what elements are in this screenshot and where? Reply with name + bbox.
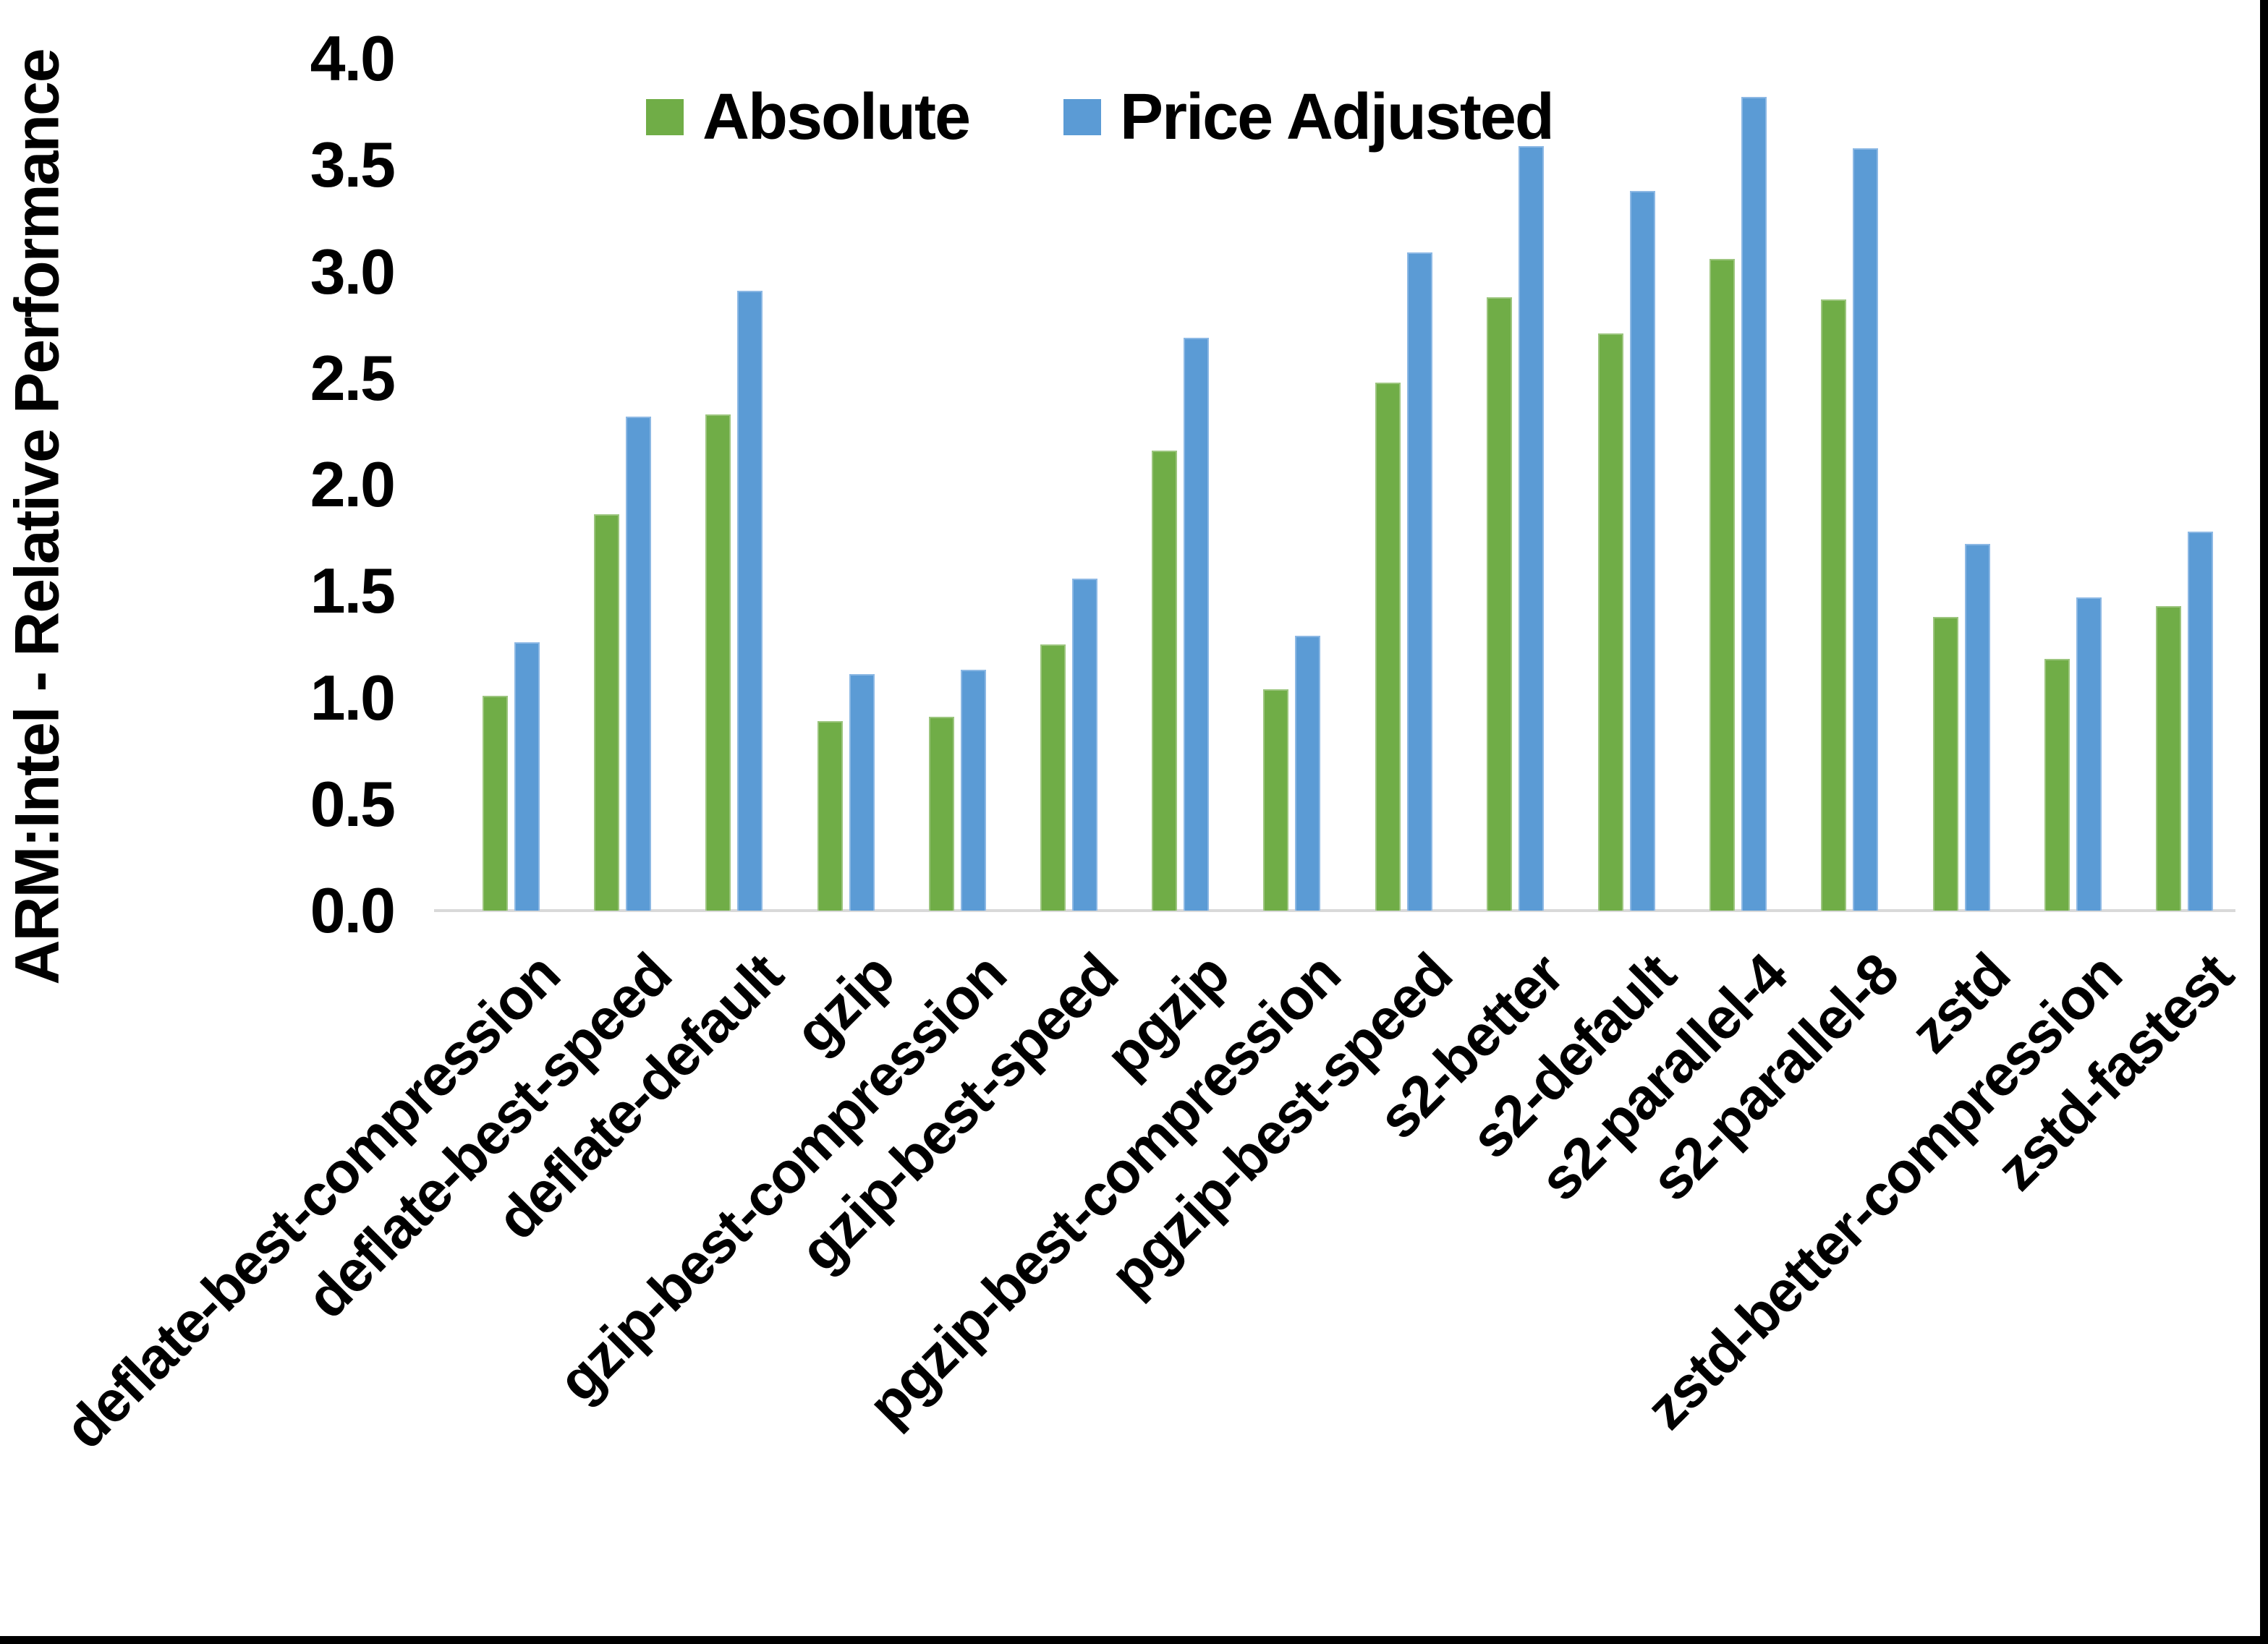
y-tick-label-2.5: 2.5 — [310, 341, 396, 414]
legend-label-price-adjusted: Price Adjusted — [1120, 81, 1555, 153]
bar-absolute-zstd-fastest — [2156, 605, 2181, 911]
legend-item-price-adjusted: Price Adjusted — [1063, 81, 1555, 153]
legend-swatch-price-adjusted — [1063, 99, 1102, 135]
y-tick-label-2.0: 2.0 — [310, 448, 396, 520]
x-axis-line — [434, 909, 2235, 912]
frame-border-bottom — [0, 1636, 2268, 1644]
bar-absolute-gzip-best-compression — [928, 717, 954, 911]
bar-price-adjusted-pgzip — [1184, 337, 1210, 911]
bar-price-adjusted-gzip — [849, 674, 875, 911]
y-tick-label-1.5: 1.5 — [310, 555, 396, 627]
bar-absolute-s2-better — [1486, 297, 1512, 911]
frame-border-right — [2260, 0, 2268, 1644]
bar-absolute-gzip-best-speed — [1040, 644, 1066, 911]
bar-price-adjusted-deflate-best-compression — [514, 642, 540, 911]
y-tick-label-3.5: 3.5 — [310, 129, 396, 201]
y-tick-label-1.0: 1.0 — [310, 661, 396, 733]
bar-price-adjusted-zstd — [1964, 544, 1990, 911]
y-tick-label-0.5: 0.5 — [310, 767, 396, 840]
legend-swatch-absolute — [646, 99, 684, 135]
bar-absolute-deflate-best-speed — [594, 514, 620, 911]
bar-price-adjusted-s2-better — [1518, 145, 1544, 911]
bar-price-adjusted-deflate-best-speed — [626, 416, 652, 911]
y-tick-label-0.0: 0.0 — [310, 874, 396, 946]
bar-absolute-zstd — [1932, 616, 1958, 911]
bar-absolute-s2-parallel-4 — [1710, 258, 1736, 911]
bar-price-adjusted-s2-default — [1630, 190, 1655, 911]
y-axis-title: ARM:Intel - Relative Performance — [2, 49, 72, 985]
bar-absolute-pgzip-best-speed — [1375, 382, 1401, 911]
bar-price-adjusted-zstd-fastest — [2188, 531, 2213, 911]
y-tick-label-3.0: 3.0 — [310, 235, 396, 307]
bar-absolute-pgzip — [1152, 450, 1178, 911]
bar-price-adjusted-gzip-best-speed — [1072, 578, 1097, 911]
bar-price-adjusted-deflate-default — [737, 291, 763, 911]
bar-absolute-pgzip-best-compression — [1263, 689, 1289, 911]
bar-price-adjusted-zstd-better-compression — [2076, 597, 2102, 911]
bar-price-adjusted-pgzip-best-speed — [1406, 252, 1432, 911]
bar-absolute-deflate-best-compression — [483, 695, 508, 911]
legend-item-absolute: Absolute — [646, 81, 971, 153]
bar-absolute-zstd-better-compression — [2044, 659, 2070, 911]
bar-price-adjusted-s2-parallel-8 — [1853, 148, 1879, 911]
bar-price-adjusted-gzip-best-compression — [960, 670, 986, 911]
legend: Absolute Price Adjusted — [646, 81, 1555, 153]
plot-area — [434, 59, 2235, 912]
bar-absolute-gzip — [817, 720, 843, 911]
bar-absolute-s2-default — [1598, 333, 1623, 911]
legend-label-absolute: Absolute — [702, 81, 971, 153]
bar-absolute-deflate-default — [705, 414, 731, 911]
bar-absolute-s2-parallel-8 — [1821, 299, 1847, 911]
y-tick-label-4.0: 4.0 — [310, 22, 396, 94]
bar-price-adjusted-pgzip-best-compression — [1295, 636, 1321, 911]
bar-price-adjusted-s2-parallel-4 — [1741, 97, 1767, 911]
